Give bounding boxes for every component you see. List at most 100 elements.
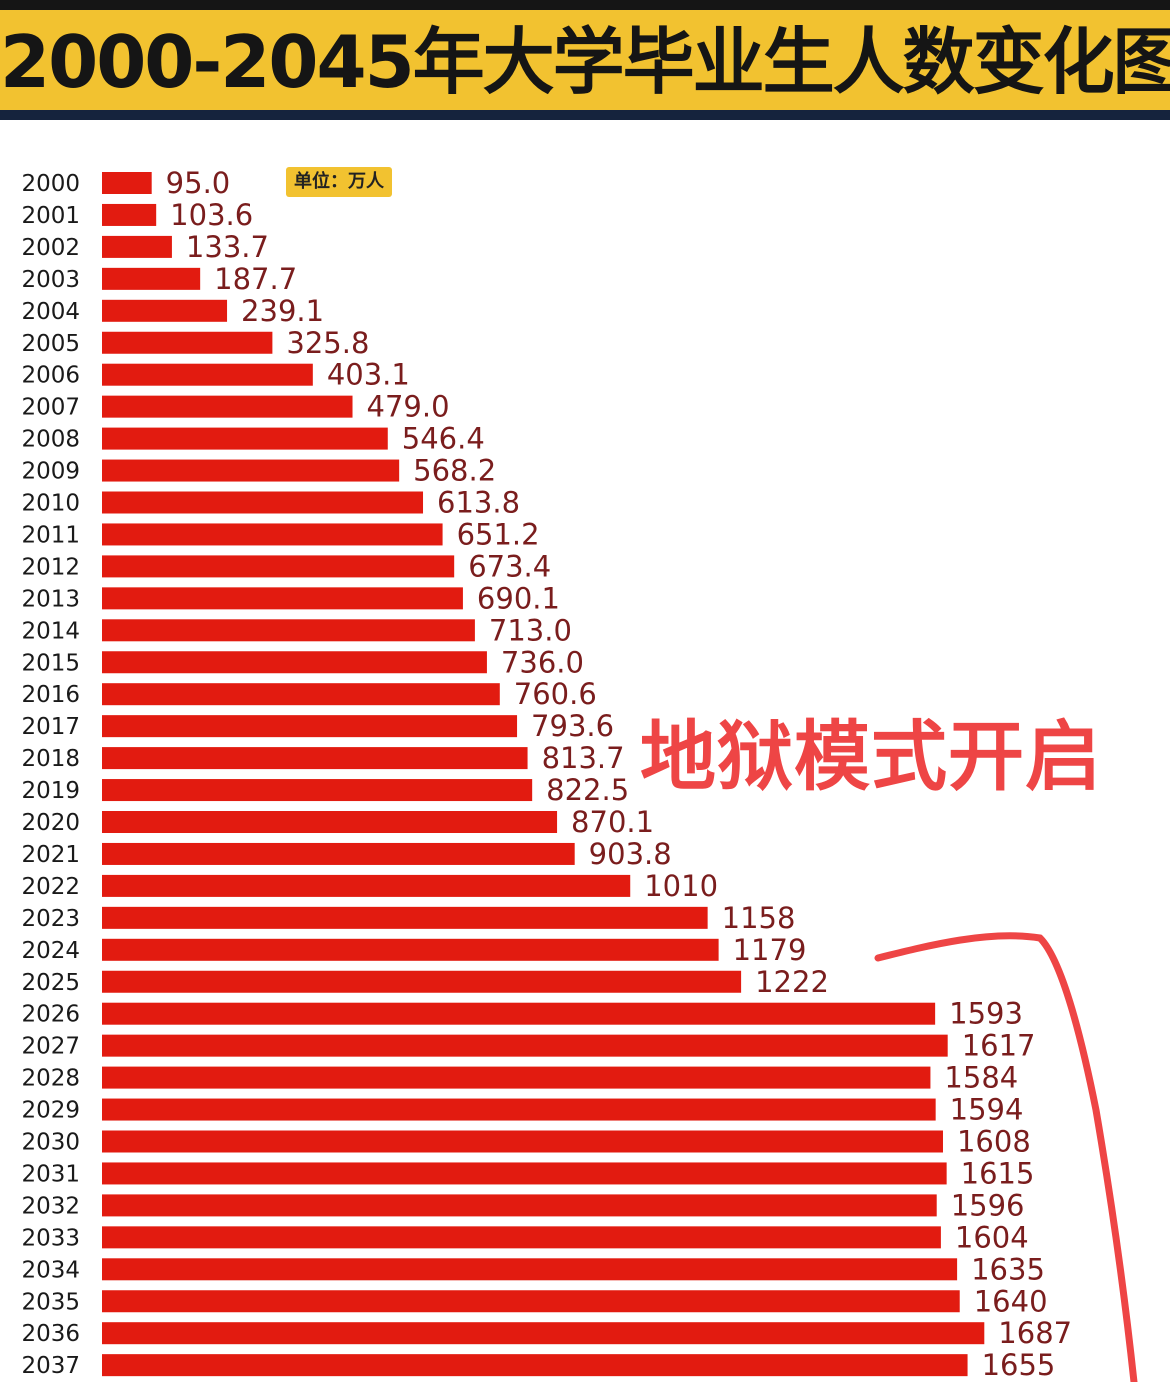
value-label-2030: 1608 — [957, 1125, 1031, 1159]
value-label-2033: 1604 — [955, 1220, 1029, 1254]
bar-2035 — [102, 1290, 960, 1313]
year-label-2006: 2006 — [21, 363, 80, 389]
bar-2002 — [102, 235, 172, 258]
year-label-2005: 2005 — [21, 331, 80, 357]
year-label-2015: 2015 — [21, 650, 80, 676]
year-label-2003: 2003 — [21, 267, 80, 293]
year-label-2026: 2026 — [21, 1002, 80, 1028]
value-label-2011: 651.2 — [457, 517, 540, 551]
year-label-2029: 2029 — [21, 1098, 80, 1124]
value-label-2024: 1179 — [733, 933, 807, 967]
bar-2030 — [102, 1130, 943, 1153]
bar-2026 — [102, 1002, 936, 1025]
year-label-2012: 2012 — [21, 554, 80, 580]
value-label-2034: 1635 — [971, 1252, 1045, 1286]
chart-title: 2000-2045年大学毕业生人数变化图 — [0, 20, 1170, 104]
bar-2029 — [102, 1098, 936, 1121]
year-label-2002: 2002 — [21, 235, 80, 261]
bar-2027 — [102, 1034, 948, 1057]
bar-2016 — [102, 683, 500, 706]
year-label-2007: 2007 — [21, 395, 80, 421]
bar-2034 — [102, 1258, 958, 1281]
bar-2003 — [102, 267, 201, 290]
value-label-2010: 613.8 — [437, 486, 520, 520]
bar-2020 — [102, 811, 558, 833]
year-label-2001: 2001 — [21, 203, 80, 229]
year-label-2009: 2009 — [21, 459, 80, 485]
value-label-2005: 325.8 — [286, 326, 369, 360]
year-label-2025: 2025 — [21, 970, 80, 996]
bar-2023 — [102, 906, 708, 929]
year-label-2028: 2028 — [21, 1066, 80, 1092]
bar-2017 — [102, 715, 518, 738]
value-label-2029: 1594 — [950, 1093, 1024, 1127]
value-label-2018: 813.7 — [542, 741, 625, 775]
value-label-2025: 1222 — [755, 965, 829, 999]
value-label-2013: 690.1 — [477, 581, 560, 615]
value-label-2020: 870.1 — [571, 805, 654, 839]
year-label-2022: 2022 — [21, 874, 80, 900]
value-label-2031: 1615 — [961, 1156, 1035, 1190]
bar-2033 — [102, 1226, 941, 1249]
bar-2009 — [102, 459, 400, 482]
value-label-2001: 103.6 — [170, 198, 253, 232]
value-label-2000: 95.0 — [166, 166, 231, 200]
value-label-2002: 133.7 — [186, 230, 269, 264]
bars-layer: 2000 95.0 2001 103.6 2002 133.7 2003 187.7 2004 2… — [21, 166, 1072, 1382]
year-label-2027: 2027 — [21, 1034, 80, 1060]
year-label-2000: 2000 — [21, 171, 80, 197]
bar-2007 — [102, 395, 353, 418]
year-label-2004: 2004 — [21, 299, 80, 325]
value-label-2032: 1596 — [951, 1188, 1025, 1222]
bar-2010 — [102, 491, 424, 514]
bar-2006 — [102, 363, 313, 386]
bar-2005 — [102, 331, 273, 354]
year-label-2030: 2030 — [21, 1130, 80, 1156]
bar-2008 — [102, 427, 388, 450]
value-label-2014: 713.0 — [489, 613, 572, 647]
annotation-text: 地狱模式开启 — [640, 712, 1102, 801]
bar-2037 — [102, 1354, 968, 1377]
highlight-bracket — [874, 932, 1138, 1382]
value-label-2037: 1655 — [982, 1348, 1056, 1382]
bar-2021 — [102, 842, 575, 865]
bar-2025 — [102, 970, 742, 993]
value-label-2026: 1593 — [949, 997, 1023, 1031]
year-label-2018: 2018 — [21, 746, 80, 772]
value-label-2009: 568.2 — [413, 454, 496, 488]
value-label-2023: 1158 — [722, 901, 796, 935]
bar-2018 — [102, 747, 528, 770]
title-banner: 2000-2045年大学毕业生人数变化图 — [0, 0, 1170, 120]
value-label-2036: 1687 — [998, 1316, 1072, 1350]
year-label-2010: 2010 — [21, 491, 80, 517]
value-label-2021: 903.8 — [589, 837, 672, 871]
year-label-2021: 2021 — [21, 842, 80, 868]
value-label-2007: 479.0 — [367, 390, 450, 424]
value-label-2008: 546.4 — [402, 422, 485, 456]
value-label-2004: 239.1 — [241, 294, 324, 328]
value-label-2003: 187.7 — [214, 262, 297, 296]
year-label-2037: 2037 — [21, 1353, 80, 1379]
bar-2031 — [102, 1162, 947, 1185]
year-label-2031: 2031 — [21, 1161, 80, 1187]
year-label-2017: 2017 — [21, 714, 80, 740]
value-label-2017: 793.6 — [531, 709, 614, 743]
bar-2024 — [102, 938, 719, 961]
year-label-2013: 2013 — [21, 586, 80, 612]
bar-2004 — [102, 299, 228, 322]
bar-2032 — [102, 1194, 937, 1217]
unit-badge: 单位：万人 — [286, 167, 392, 197]
year-label-2008: 2008 — [21, 427, 80, 453]
value-label-2019: 822.5 — [546, 773, 629, 807]
bar-2014 — [102, 619, 475, 642]
bar-2013 — [102, 587, 463, 610]
title-top-strip — [0, 0, 1170, 10]
value-label-2027: 1617 — [962, 1029, 1036, 1063]
bar-2000 — [102, 172, 152, 194]
value-label-2012: 673.4 — [468, 549, 551, 583]
year-label-2033: 2033 — [21, 1225, 80, 1251]
year-label-2011: 2011 — [21, 522, 80, 548]
bar-2022 — [102, 874, 631, 897]
year-label-2035: 2035 — [21, 1289, 80, 1315]
